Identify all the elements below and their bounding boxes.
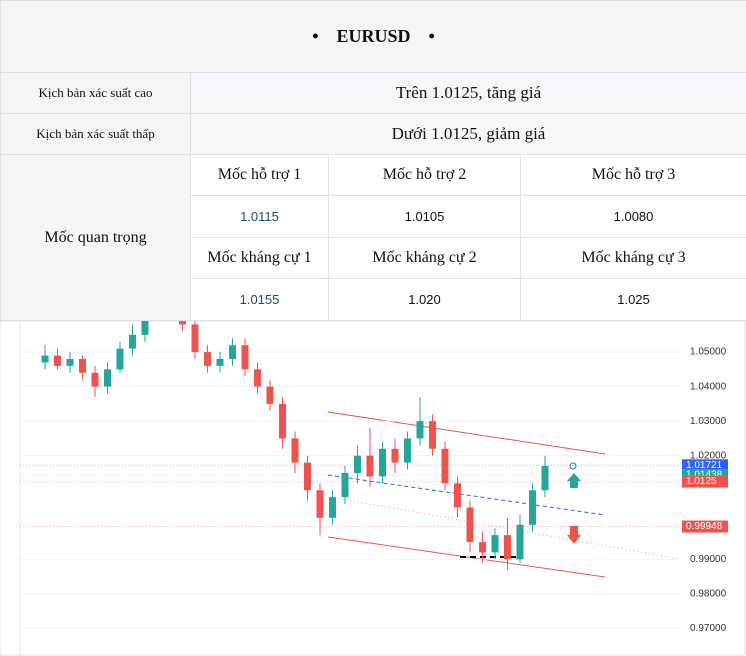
resistance-value: 1.0155 bbox=[191, 279, 329, 321]
support-value: 1.0115 bbox=[191, 196, 329, 238]
resistance-value: 1.025 bbox=[521, 279, 746, 321]
candle-body bbox=[129, 335, 136, 349]
title-cell: • EURUSD • bbox=[1, 1, 746, 73]
candle-body bbox=[54, 356, 61, 366]
price-tag-label: 0.99948 bbox=[686, 521, 723, 532]
chart-frame bbox=[0, 321, 745, 655]
candle-body bbox=[279, 404, 286, 439]
support-header: Mốc hỗ trợ 3 bbox=[521, 155, 746, 196]
candle-body bbox=[429, 421, 436, 449]
candle-body bbox=[317, 490, 324, 518]
scenario-label: Kịch bản xác suất cao bbox=[1, 73, 191, 114]
candle-body bbox=[492, 535, 499, 552]
y-tick-label: 0.97000 bbox=[690, 623, 727, 634]
candle-body bbox=[367, 456, 374, 477]
candle-body bbox=[392, 449, 399, 463]
scenario-text: Dưới 1.0125, giảm giá bbox=[191, 114, 746, 155]
candle-body bbox=[479, 542, 486, 552]
candle-body bbox=[104, 369, 111, 386]
candle-body bbox=[292, 438, 299, 462]
candle-body bbox=[254, 369, 261, 386]
candle-body bbox=[142, 321, 149, 335]
candle-body bbox=[267, 387, 274, 404]
candle-body bbox=[354, 456, 361, 473]
candle-body bbox=[504, 535, 511, 559]
candle-body bbox=[529, 490, 536, 525]
candle-body bbox=[92, 373, 99, 387]
candle-body bbox=[404, 438, 411, 462]
support-value: 1.0105 bbox=[329, 196, 521, 238]
candle-body bbox=[304, 463, 311, 491]
support-header: Mốc hỗ trợ 1 bbox=[191, 155, 329, 196]
y-tick-label: 1.05000 bbox=[690, 347, 727, 358]
candle-body bbox=[517, 525, 524, 560]
candle-body bbox=[454, 483, 461, 507]
scenario-text: Trên 1.0125, tăng giá bbox=[191, 73, 746, 114]
y-tick-label: 0.99000 bbox=[690, 554, 727, 565]
y-tick-label: 1.04000 bbox=[690, 381, 727, 392]
candle-body bbox=[442, 449, 449, 484]
candle-body bbox=[542, 466, 549, 490]
candle-body bbox=[192, 324, 199, 352]
candle-body bbox=[179, 321, 186, 324]
price-tag-label: 1.0125 bbox=[686, 476, 717, 487]
resistance-header: Mốc kháng cự 2 bbox=[329, 238, 521, 279]
support-value: 1.0080 bbox=[521, 196, 746, 238]
scenario-label: Kịch bản xác suất thấp bbox=[1, 114, 191, 155]
candle-body bbox=[229, 345, 236, 359]
resistance-header: Mốc kháng cự 3 bbox=[521, 238, 746, 279]
candle-body bbox=[417, 421, 424, 438]
candle-body bbox=[204, 352, 211, 366]
candle-body bbox=[42, 356, 49, 363]
resistance-header: Mốc kháng cự 1 bbox=[191, 238, 329, 279]
candle-body bbox=[329, 497, 336, 518]
resistance-value: 1.020 bbox=[329, 279, 521, 321]
candle-body bbox=[242, 345, 249, 369]
y-tick-label: 0.98000 bbox=[690, 588, 727, 599]
title: EURUSD bbox=[337, 26, 411, 46]
candle-body bbox=[117, 349, 124, 370]
price-chart: 1.050001.040001.030001.020000.990000.980… bbox=[0, 321, 746, 656]
key-levels-label: Mốc quan trọng bbox=[1, 155, 191, 321]
candle-body bbox=[379, 449, 386, 477]
candle-body bbox=[217, 359, 224, 366]
candle-body bbox=[67, 359, 74, 366]
y-tick-label: 1.03000 bbox=[690, 416, 727, 427]
candle-body bbox=[79, 359, 86, 373]
candle-body bbox=[342, 473, 349, 497]
support-header: Mốc hỗ trợ 2 bbox=[329, 155, 521, 196]
candle-body bbox=[467, 507, 474, 542]
